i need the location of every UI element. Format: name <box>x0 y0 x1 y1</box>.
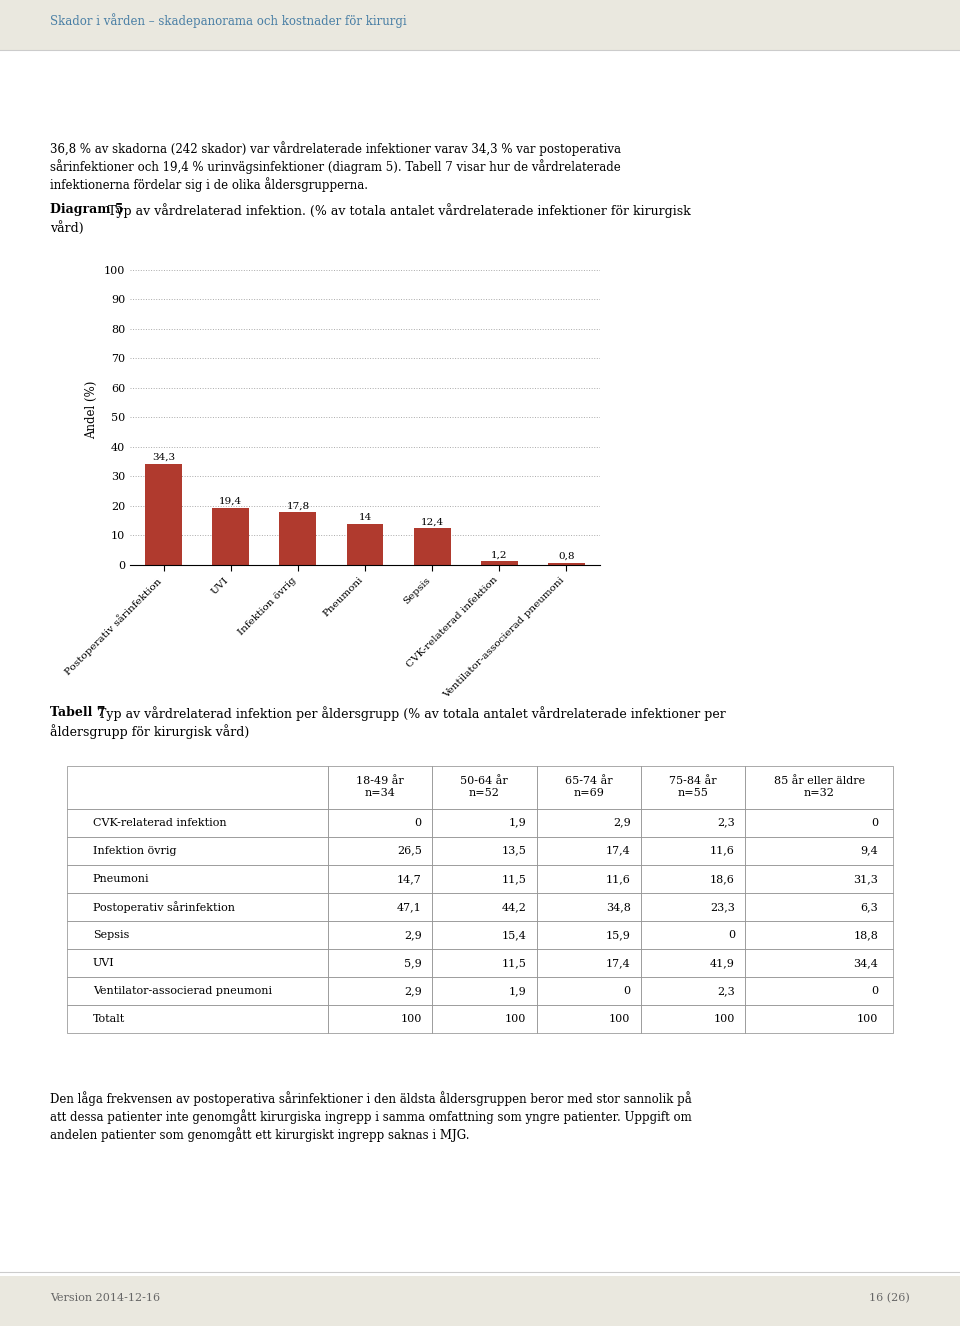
Text: 17,8: 17,8 <box>286 501 309 511</box>
Text: 14: 14 <box>358 513 372 521</box>
Text: 19,4: 19,4 <box>219 497 242 505</box>
Text: Tabell 7: Tabell 7 <box>50 705 106 719</box>
Text: 12,4: 12,4 <box>420 517 444 526</box>
Text: 16 (26): 16 (26) <box>869 1293 910 1303</box>
Text: 1,2: 1,2 <box>491 550 508 560</box>
Text: andelen patienter som genomgått ett kirurgiskt ingrepp saknas i MJG.: andelen patienter som genomgått ett kiru… <box>50 1127 469 1142</box>
Text: infektionerna fördelar sig i de olika åldersgrupperna.: infektionerna fördelar sig i de olika ål… <box>50 176 368 192</box>
Text: 0,8: 0,8 <box>558 552 575 561</box>
Text: Diagram 5: Diagram 5 <box>50 203 124 216</box>
Text: Version 2014-12-16: Version 2014-12-16 <box>50 1293 160 1303</box>
Bar <box>548 562 585 565</box>
Text: Den låga frekvensen av postoperativa sårinfektioner i den äldsta åldersgruppen b: Den låga frekvensen av postoperativa sår… <box>50 1091 692 1106</box>
Text: Skador i vården – skadepanorama och kostnader för kirurgi: Skador i vården – skadepanorama och kost… <box>50 13 407 28</box>
Text: att dessa patienter inte genomgått kirurgiska ingrepp i samma omfattning som yng: att dessa patienter inte genomgått kirur… <box>50 1109 692 1124</box>
Bar <box>414 528 450 565</box>
Bar <box>212 508 250 565</box>
Text: Typ av vårdrelaterad infektion per åldersgrupp (% av totala antalet vårdrelatera: Typ av vårdrelaterad infektion per ålder… <box>94 705 726 721</box>
Text: vård): vård) <box>50 221 84 235</box>
Bar <box>481 561 517 565</box>
Text: Typ av vårdrelaterad infektion. (% av totala antalet vårdrelaterade infektioner : Typ av vårdrelaterad infektion. (% av to… <box>104 203 691 217</box>
Bar <box>279 512 317 565</box>
Text: sårinfektioner och 19,4 % urinvägsinfektioner (diagram 5). Tabell 7 visar hur de: sårinfektioner och 19,4 % urinvägsinfekt… <box>50 159 621 174</box>
Bar <box>347 524 383 565</box>
Text: åldersgrupp för kirurgisk vård): åldersgrupp för kirurgisk vård) <box>50 724 250 739</box>
Text: 34,3: 34,3 <box>152 452 175 461</box>
Bar <box>145 464 182 565</box>
Y-axis label: Andel (%): Andel (%) <box>85 381 98 439</box>
Text: 36,8 % av skadorna (242 skador) var vårdrelaterade infektioner varav 34,3 % var : 36,8 % av skadorna (242 skador) var vård… <box>50 141 621 156</box>
